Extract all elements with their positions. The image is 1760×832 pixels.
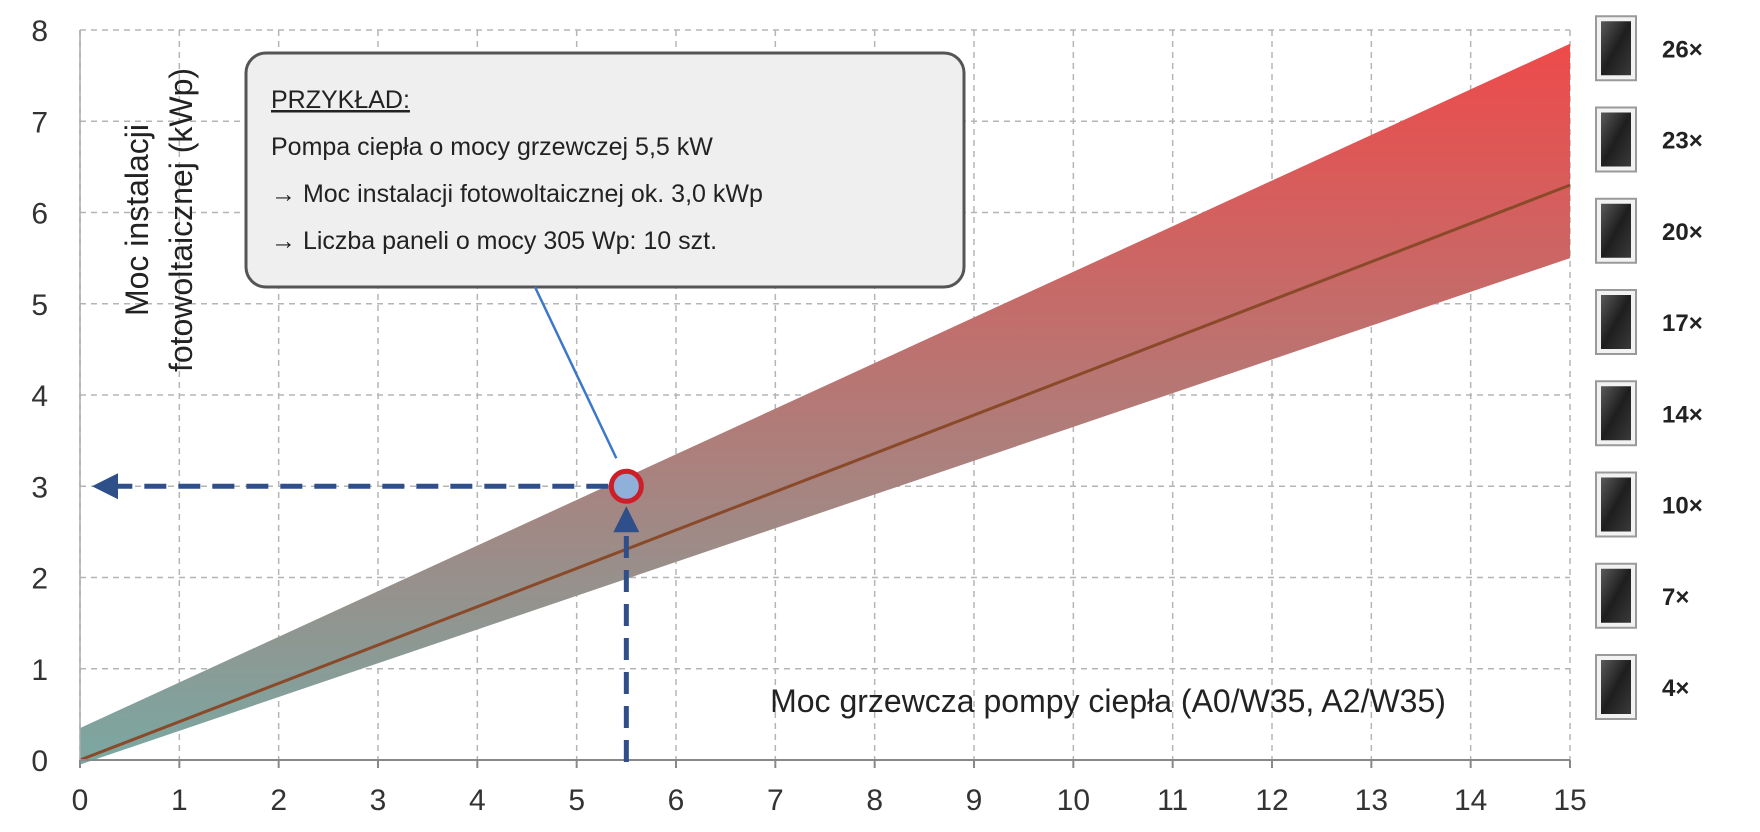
panel-count-label: 23× [1662, 128, 1703, 155]
example-guides [92, 473, 640, 762]
y-axis-title-line-2: fotowoltaicznej (kWp) [163, 68, 199, 372]
y-tick-label: 8 [31, 15, 48, 48]
x-tick-label: 5 [568, 784, 585, 817]
solar-panel-cells [1601, 21, 1631, 76]
panel-count-label: 7× [1662, 584, 1689, 611]
x-tick-label: 8 [866, 784, 883, 817]
callout-line-3: → Liczba paneli o mocy 305 Wp: 10 szt. [271, 227, 717, 255]
y-tick-label: 1 [31, 654, 48, 687]
horizontal-arrowhead [92, 473, 118, 500]
x-tick-labels: 0 1 2 3 4 5 6 7 8 9 10 11 12 13 14 15 [72, 784, 1587, 817]
panel-legend-item: 10× [1595, 471, 1703, 538]
x-tick-label: 2 [270, 784, 287, 817]
x-tick-label: 1 [171, 784, 188, 817]
y-axis-title: Moc instalacji fotowoltaicznej (kWp) [119, 68, 199, 372]
y-tick-label: 6 [31, 198, 48, 231]
panel-count-legend: 26× 23× 20× 17× 14× 10× 7× 4× [1595, 15, 1703, 720]
panel-count-label: 4× [1662, 675, 1689, 702]
axes [79, 30, 1571, 768]
x-tick-label: 7 [767, 784, 784, 817]
y-tick-label: 5 [31, 289, 48, 322]
x-tick-label: 0 [72, 784, 89, 817]
x-tick-label: 15 [1553, 784, 1586, 817]
panel-count-label: 20× [1662, 219, 1703, 246]
callout-line-2: → Moc instalacji fotowoltaicznej ok. 3,0… [271, 180, 763, 208]
solar-panel-cells [1601, 112, 1631, 167]
vertical-arrowhead [613, 506, 640, 533]
x-tick-label: 10 [1057, 784, 1090, 817]
example-point-marker [608, 468, 644, 504]
panel-count-label: 10× [1662, 493, 1703, 520]
trend-line [79, 183, 1571, 762]
x-tick-label: 6 [668, 784, 685, 817]
x-tick-label: 4 [469, 784, 486, 817]
callout-leader-line [533, 286, 618, 459]
x-axis-title: Moc grzewcza pompy ciepła (A0/W35, A2/W3… [770, 683, 1446, 719]
panel-legend-item: 4× [1595, 654, 1689, 720]
y-axis-title-line-1: Moc instalacji [119, 124, 155, 316]
x-tick-label: 3 [370, 784, 387, 817]
y-tick-label: 2 [31, 563, 48, 596]
solar-panel-cells [1601, 203, 1631, 258]
callout: PRZYKŁAD: Pompa ciepła o mocy grzewczej … [244, 51, 966, 459]
y-tick-label: 4 [31, 380, 48, 413]
panel-legend-item: 7× [1595, 562, 1689, 629]
y-tick-label: 3 [31, 471, 48, 504]
callout-title: PRZYKŁAD: [271, 86, 410, 114]
callout-line-1: Pompa ciepła o mocy grzewczej 5,5 kW [271, 133, 713, 161]
example-point [608, 468, 644, 504]
solar-panel-cells [1601, 568, 1631, 623]
panel-legend-item: 14× [1595, 380, 1703, 447]
panel-count-label: 26× [1662, 36, 1703, 63]
y-tick-labels: 0 1 2 3 4 5 6 7 8 [31, 15, 48, 778]
solar-panel-cells [1601, 386, 1631, 441]
x-tick-label: 12 [1255, 784, 1288, 817]
panel-legend-item: 23× [1595, 106, 1703, 173]
solar-panel-cells [1601, 295, 1631, 349]
solar-panel-cells [1601, 477, 1631, 532]
y-tick-label: 7 [31, 106, 48, 139]
x-tick-label: 14 [1454, 784, 1487, 817]
sizing-band [80, 43, 1570, 765]
panel-count-label: 14× [1662, 401, 1703, 428]
y-tick-label: 0 [31, 745, 48, 778]
panel-legend-item: 17× [1595, 289, 1703, 355]
x-tick-label: 9 [966, 784, 983, 817]
x-tick-label: 13 [1355, 784, 1388, 817]
panel-legend-item: 20× [1595, 197, 1703, 264]
panel-legend-item: 26× [1595, 15, 1703, 82]
solar-panel-cells [1601, 660, 1631, 714]
callout-box [244, 51, 966, 289]
panel-count-label: 17× [1662, 310, 1703, 337]
x-tick-label: 11 [1157, 784, 1188, 817]
